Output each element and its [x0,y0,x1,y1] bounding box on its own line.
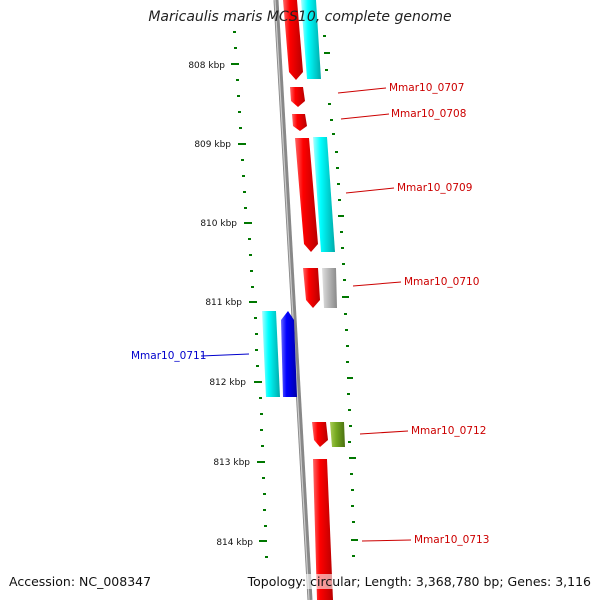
genome-backbone [273,0,313,601]
gene-feature[interactable] [313,137,335,252]
gene-feature[interactable] [322,268,337,308]
gene-features [262,0,345,600]
scale-labels: 808 kbp 809 kbp 810 kbp 811 kbp 812 kbp … [188,61,253,548]
gene-label-mmar10-0708[interactable]: Mmar10_0708 [391,108,466,120]
accession-text: Accession: NC_008347 [9,574,152,589]
gene-feature[interactable] [290,87,305,107]
gene-label-mmar10-0709[interactable]: Mmar10_0709 [397,182,472,194]
gene-label-mmar10-0710[interactable]: Mmar10_0710 [404,276,479,288]
gene-feature[interactable] [330,422,345,447]
scale-label: 811 kbp [205,298,242,308]
gene-feature[interactable] [313,459,333,600]
gene-feature[interactable] [295,138,318,252]
topology-text: Topology: circular; Length: 3,368,780 bp… [247,574,591,589]
gene-feature[interactable] [292,114,307,131]
gene-feature[interactable] [283,0,303,80]
gene-label-mmar10-0711[interactable]: Mmar10_0711 [131,350,206,362]
scale-label: 813 kbp [213,458,250,468]
scale-label: 812 kbp [209,378,246,388]
gene-feature[interactable] [262,311,280,397]
gene-feature[interactable] [281,311,297,397]
scale-label: 808 kbp [188,61,225,71]
label-leader-lines [200,87,412,542]
right-track-ticks [323,35,358,557]
gene-feature[interactable] [301,0,321,79]
scale-label: 814 kbp [216,538,253,548]
genome-title: Maricaulis maris MCS10, complete genome [148,9,452,25]
scale-label: 809 kbp [194,140,231,150]
gene-feature[interactable] [312,422,328,447]
gene-label-mmar10-0713[interactable]: Mmar10_0713 [414,534,489,546]
gene-label-mmar10-0707[interactable]: Mmar10_0707 [389,82,464,94]
gene-label-mmar10-0712[interactable]: Mmar10_0712 [411,425,486,437]
scale-label: 810 kbp [200,219,237,229]
gene-feature[interactable] [303,268,320,308]
scale-ticks [231,31,268,558]
gene-labels: Mmar10_0707 Mmar10_0708 Mmar10_0709 Mmar… [131,82,489,546]
